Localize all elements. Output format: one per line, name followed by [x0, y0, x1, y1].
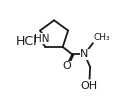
Text: CH₃: CH₃ — [94, 33, 110, 42]
Text: HN: HN — [34, 34, 50, 44]
Text: O: O — [62, 61, 71, 71]
Text: OH: OH — [80, 81, 98, 91]
Text: HCl: HCl — [16, 35, 38, 48]
Text: N: N — [80, 49, 88, 59]
